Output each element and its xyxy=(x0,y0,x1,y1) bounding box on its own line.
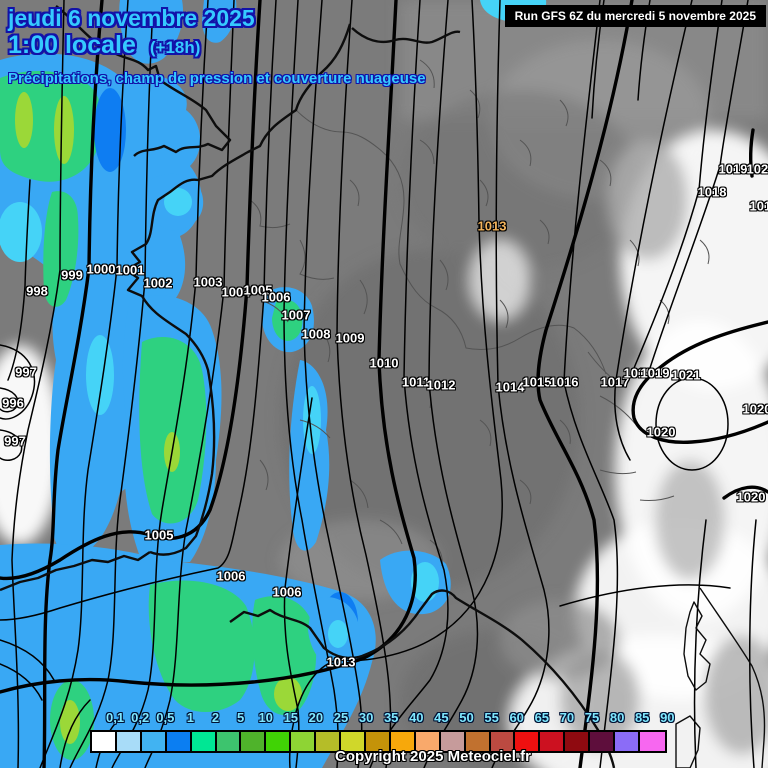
pressure-label: 1018 xyxy=(623,365,653,381)
pressure-label: 998 xyxy=(26,283,48,299)
pressure-label: 997 xyxy=(15,364,37,380)
legend-tick-label: 0,5 xyxy=(156,710,175,725)
legend-tick-label: 2 xyxy=(211,710,220,725)
legend-cell xyxy=(116,732,142,751)
legend-cell xyxy=(241,732,267,751)
pressure-label: 1014 xyxy=(495,379,525,395)
pressure-label: 1019 xyxy=(640,365,670,381)
legend-tick-label: 55 xyxy=(484,710,499,725)
copyright-text: Copyright 2025 Meteociel.fr xyxy=(335,748,531,765)
run-info-box: Run GFS 6Z du mercredi 5 novembre 2025 xyxy=(504,5,766,27)
legend-cell xyxy=(166,732,192,751)
precipitation-layer xyxy=(0,0,547,768)
pressure-label: 1013 xyxy=(326,654,356,670)
pressure-label: 1010 xyxy=(369,355,399,371)
legend-cell xyxy=(440,732,466,751)
legend-tick-label: 85 xyxy=(634,710,650,725)
pressure-label: 1017 xyxy=(600,374,630,390)
pressure-label: 1004 xyxy=(221,284,251,300)
coastlines xyxy=(0,5,766,768)
pressure-label: 1001 xyxy=(115,262,145,278)
pressure-label: 1008 xyxy=(301,326,331,342)
legend-cell xyxy=(565,732,591,751)
pressure-label: 1018 xyxy=(697,184,727,200)
pressure-label: 1012 xyxy=(426,377,456,393)
legend-tick-label: 0,1 xyxy=(106,710,125,725)
pressure-label: 1003 xyxy=(193,274,223,290)
pressure-label: 1007 xyxy=(281,307,311,323)
legend-tick-label: 90 xyxy=(660,710,675,725)
pressure-label: 1015 xyxy=(522,374,552,390)
legend-cell xyxy=(490,732,516,751)
legend-cell xyxy=(141,732,167,751)
pressure-label: 1020 xyxy=(736,489,766,505)
legend-tick-label: 35 xyxy=(383,710,399,725)
legend-cell xyxy=(590,732,616,751)
pressure-label: 1020 xyxy=(646,424,676,440)
legend-cell xyxy=(365,732,391,751)
legend-cell xyxy=(92,732,117,751)
legend-cell xyxy=(316,732,342,751)
pressure-label: 1013 xyxy=(477,218,507,234)
pressure-label: 1019 xyxy=(749,198,768,214)
legend-tick-label: 65 xyxy=(534,710,550,725)
pressure-label: 1006 xyxy=(272,584,302,600)
legend-tick-label: 10 xyxy=(258,710,273,725)
legend-tick-label: 75 xyxy=(584,710,600,725)
legend-cell xyxy=(266,732,292,751)
pressure-label: 1009 xyxy=(335,330,365,346)
legend-tick-label: 50 xyxy=(459,710,474,725)
legend-cell xyxy=(216,732,242,751)
pressure-label: 996 xyxy=(2,395,24,411)
pressure-label: 1005 xyxy=(243,282,273,298)
pressure-label: 1020 xyxy=(746,161,768,177)
legend-tick-label: 45 xyxy=(434,710,449,725)
legend-color-bar xyxy=(90,730,667,753)
pressure-label: 1002 xyxy=(143,275,173,291)
pressure-label: 1006 xyxy=(261,289,291,305)
pressure-label: 1019 xyxy=(718,161,748,177)
legend-cell xyxy=(615,732,640,751)
legend-cell xyxy=(415,732,441,751)
pressure-label: 1000 xyxy=(86,261,116,277)
pressure-label: 997 xyxy=(4,433,26,449)
pressure-label: 1011 xyxy=(401,374,431,390)
legend-tick-label: 70 xyxy=(559,710,575,725)
legend-tick-label: 20 xyxy=(308,710,324,725)
pressure-label: 1005 xyxy=(144,527,174,543)
legend-tick-label: 0,2 xyxy=(131,710,150,725)
legend-tick-label: 40 xyxy=(409,710,424,725)
legend-tick-label: 25 xyxy=(333,710,349,725)
legend-tick-label: 30 xyxy=(358,710,374,725)
legend-cell xyxy=(291,732,317,751)
precipitation-legend: 0,1 0,2 0,5 1 2 5 10 15 20 25 30 35 40 45 50 55 60 65 70 75… xyxy=(90,710,690,753)
legend-tick-label: 5 xyxy=(236,710,245,725)
legend-tick-label: 60 xyxy=(509,710,524,725)
pressure-label: 999 xyxy=(61,267,83,283)
legend-cell xyxy=(341,732,366,751)
legend-cell xyxy=(639,732,665,751)
legend-tick-label: 15 xyxy=(283,710,299,725)
legend-tick-labels: 0,1 0,2 0,5 1 2 5 10 15 20 25 30 35 40 45 50 55 60 65 70 75… xyxy=(90,710,690,728)
legend-tick-label: 80 xyxy=(609,710,625,725)
pressure-label: 1020 xyxy=(742,401,768,417)
legend-cell xyxy=(515,732,541,751)
pressure-label: 1016 xyxy=(549,374,579,390)
legend-cell xyxy=(465,732,491,751)
legend-cell xyxy=(390,732,416,751)
pressure-label: 1021 xyxy=(671,367,701,383)
legend-cell xyxy=(540,732,566,751)
legend-cell xyxy=(191,732,217,751)
legend-tick-label: 1 xyxy=(186,710,195,725)
pressure-label: 1006 xyxy=(216,568,246,584)
